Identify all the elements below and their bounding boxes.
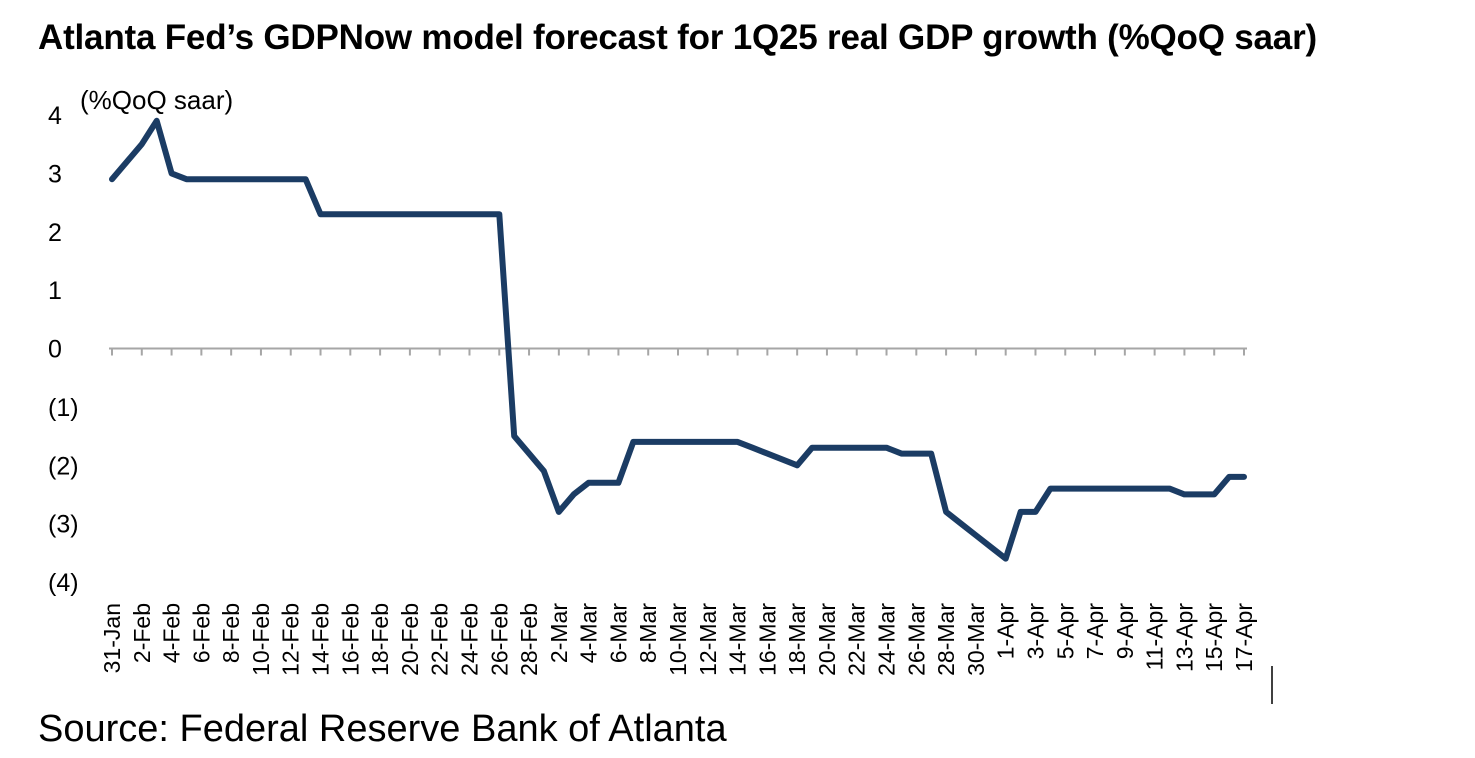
y-tick-label: 4	[48, 102, 62, 130]
x-tick-label: 15-Apr	[1201, 603, 1227, 672]
x-tick-label: 13-Apr	[1171, 603, 1197, 672]
y-tick-label: 1	[48, 277, 62, 305]
x-tick-label: 28-Feb	[516, 603, 542, 676]
x-tick-label: 11-Apr	[1142, 603, 1168, 671]
x-tick-label: 16-Feb	[337, 603, 363, 676]
x-tick-label: 8-Mar	[635, 603, 661, 663]
x-tick-label: 12-Mar	[695, 603, 721, 676]
x-tick-label: 4-Mar	[576, 603, 602, 663]
x-tick-label: 26-Mar	[903, 603, 929, 676]
x-tick-label: 14-Feb	[308, 603, 334, 676]
x-tick-label: 18-Feb	[367, 603, 393, 676]
x-tick-label: 20-Mar	[814, 603, 840, 676]
x-tick-label: 1-Apr	[993, 603, 1019, 660]
x-tick-label: 2-Mar	[546, 603, 572, 663]
x-tick-label: 10-Mar	[665, 603, 691, 676]
x-tick-label: 18-Mar	[784, 603, 810, 676]
y-tick-label: (4)	[48, 569, 79, 597]
x-tick-label: 22-Mar	[844, 603, 870, 676]
x-tick-label: 20-Feb	[397, 603, 423, 676]
x-tick-label: 16-Mar	[754, 603, 780, 676]
y-axis: 4 3 2 1 0 (1) (2) (3) (4)	[48, 102, 79, 597]
x-tick-label: 8-Feb	[218, 603, 244, 663]
x-tick-label: 17-Apr	[1231, 603, 1257, 672]
x-tick-label: 28-Mar	[933, 603, 959, 676]
y-axis-unit-label: (%QoQ saar)	[80, 85, 233, 115]
x-tick-label: 26-Feb	[486, 603, 512, 676]
x-tick-label: 6-Feb	[188, 603, 214, 663]
x-tick-label: 30-Mar	[963, 603, 989, 676]
x-tick-label: 12-Feb	[278, 603, 304, 676]
x-tick-label: 2-Feb	[129, 603, 155, 663]
x-tick-label: 6-Mar	[605, 603, 631, 663]
y-tick-label: (1)	[48, 394, 79, 422]
x-tick-label: 14-Mar	[725, 603, 751, 676]
source-note: Source: Federal Reserve Bank of Atlanta	[38, 708, 727, 750]
x-tick-label: 22-Feb	[427, 603, 453, 676]
x-tick-label: 10-Feb	[248, 603, 274, 676]
y-tick-label: 2	[48, 219, 62, 247]
chart-title: Atlanta Fed’s GDPNow model forecast for …	[38, 18, 1317, 57]
x-tick-label: 9-Apr	[1112, 603, 1138, 660]
series-line-gdpnow	[109, 117, 1247, 562]
y-tick-label: 3	[48, 160, 62, 188]
y-tick-label: (3)	[48, 511, 79, 539]
y-tick-label: (2)	[48, 452, 79, 480]
x-tick-label: 7-Apr	[1082, 603, 1108, 660]
x-tick-label: 5-Apr	[1052, 603, 1078, 660]
x-tick-label: 24-Feb	[456, 603, 482, 676]
series-group	[109, 117, 1247, 562]
x-tick-label: 3-Apr	[1022, 603, 1048, 660]
y-tick-label: 0	[48, 336, 62, 364]
x-tick-label: 24-Mar	[874, 603, 900, 676]
x-tick-label: 31-Jan	[99, 603, 125, 673]
x-axis: 31-Jan 2-Feb 4-Feb 6-Feb 8-Feb 10-Feb 12-Feb 14…	[99, 347, 1257, 676]
x-tick-label: 4-Feb	[159, 603, 185, 663]
